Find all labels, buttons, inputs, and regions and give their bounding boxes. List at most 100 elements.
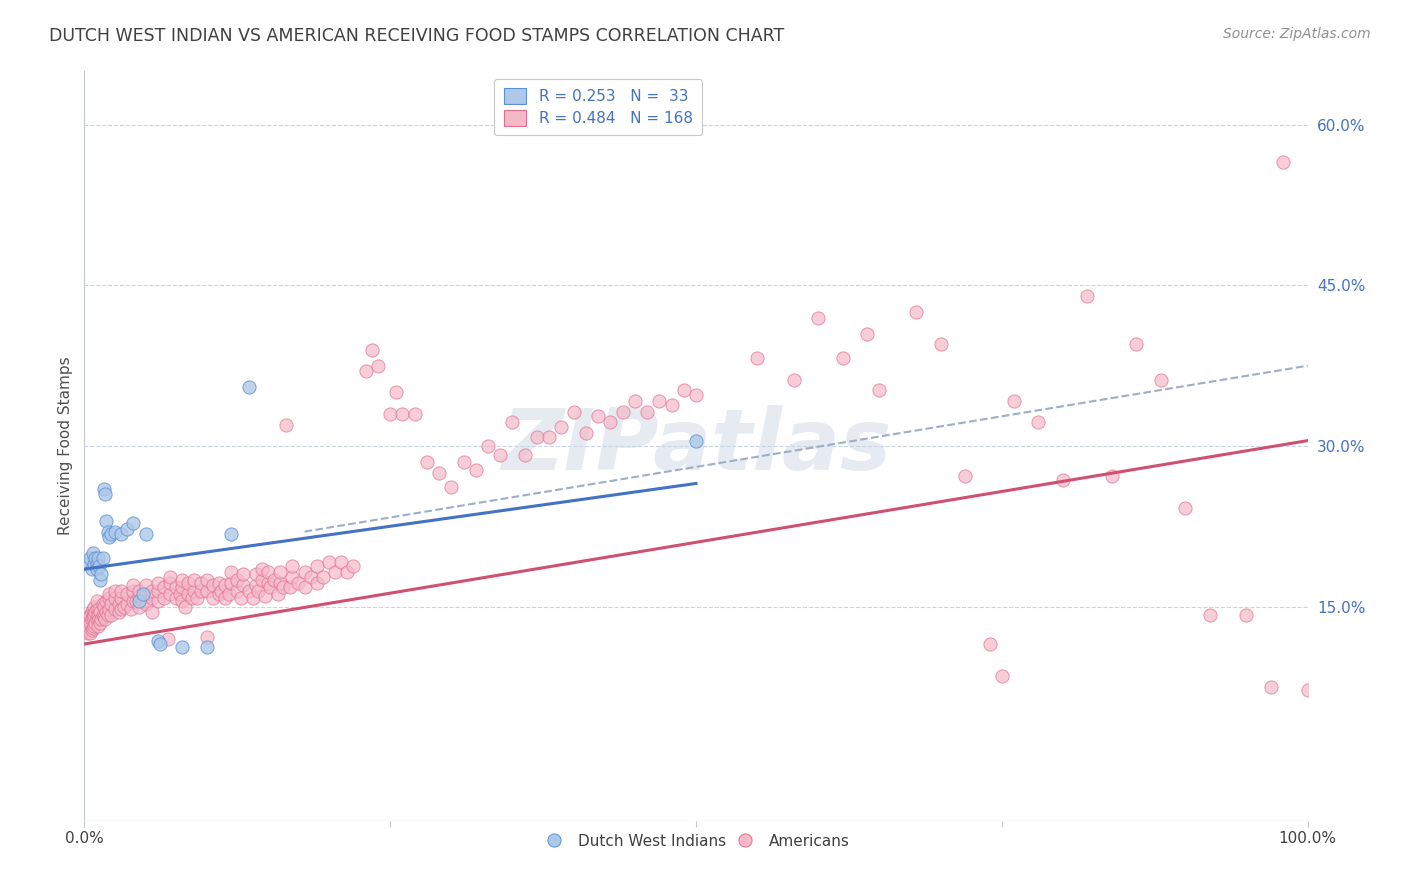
Point — [247, 583, 270, 598]
Point — [75, 621, 97, 635]
Point — [929, 337, 952, 351]
Point — [209, 583, 232, 598]
Point — [245, 578, 267, 592]
Point — [122, 583, 145, 598]
Point — [336, 566, 359, 580]
Point — [281, 569, 304, 583]
Point — [87, 608, 110, 623]
Point — [153, 580, 176, 594]
Point — [80, 623, 103, 637]
Point — [195, 583, 218, 598]
Point — [94, 612, 117, 626]
Point — [269, 576, 291, 591]
Point — [1125, 337, 1147, 351]
Point — [599, 416, 621, 430]
Point — [1174, 501, 1197, 516]
Point — [79, 551, 101, 566]
Point — [177, 576, 200, 591]
Point — [159, 576, 181, 591]
Point — [783, 373, 806, 387]
Point — [979, 637, 1001, 651]
Text: ZIPatlas: ZIPatlas — [501, 404, 891, 488]
Point — [122, 578, 145, 592]
Point — [83, 557, 105, 571]
Point — [93, 482, 115, 496]
Point — [122, 516, 145, 530]
Point — [305, 576, 328, 591]
Point — [190, 583, 212, 598]
Point — [132, 587, 155, 601]
Point — [305, 558, 328, 573]
Point — [173, 599, 195, 614]
Point — [1260, 680, 1282, 694]
Point — [271, 580, 294, 594]
Point — [391, 407, 413, 421]
Point — [141, 591, 163, 605]
Point — [513, 448, 536, 462]
Point — [232, 578, 254, 592]
Point — [380, 407, 402, 421]
Point — [360, 343, 382, 357]
Point — [90, 567, 112, 582]
Point — [128, 589, 150, 603]
Point — [86, 557, 108, 571]
Point — [238, 380, 260, 394]
Point — [1028, 416, 1050, 430]
Point — [87, 558, 110, 573]
Point — [281, 558, 304, 573]
Point — [83, 619, 105, 633]
Point — [575, 426, 598, 441]
Point — [100, 526, 122, 541]
Point — [218, 587, 240, 601]
Point — [219, 566, 242, 580]
Point — [831, 351, 853, 366]
Y-axis label: Receiving Food Stamps: Receiving Food Stamps — [58, 357, 73, 535]
Point — [141, 605, 163, 619]
Point — [238, 583, 260, 598]
Point — [115, 598, 138, 612]
Point — [502, 416, 524, 430]
Point — [1150, 373, 1173, 387]
Point — [1076, 289, 1098, 303]
Point — [125, 594, 148, 608]
Text: DUTCH WEST INDIAN VS AMERICAN RECEIVING FOOD STAMPS CORRELATION CHART: DUTCH WEST INDIAN VS AMERICAN RECEIVING … — [49, 27, 785, 45]
Point — [79, 615, 101, 630]
Point — [172, 640, 194, 655]
Point — [82, 546, 104, 560]
Point — [254, 589, 277, 603]
Point — [96, 605, 118, 619]
Point — [77, 610, 100, 624]
Point — [183, 583, 205, 598]
Point — [128, 583, 150, 598]
Point — [440, 480, 463, 494]
Point — [79, 608, 101, 623]
Point — [263, 573, 285, 587]
Point — [149, 637, 172, 651]
Point — [128, 594, 150, 608]
Point — [97, 524, 120, 539]
Point — [294, 580, 316, 594]
Point — [83, 608, 105, 623]
Point — [245, 567, 267, 582]
Point — [991, 669, 1014, 683]
Point — [97, 608, 120, 623]
Point — [90, 612, 112, 626]
Point — [110, 526, 132, 541]
Point — [128, 599, 150, 614]
Point — [195, 573, 218, 587]
Point — [104, 601, 127, 615]
Point — [190, 576, 212, 591]
Point — [79, 626, 101, 640]
Point — [86, 601, 108, 615]
Point — [453, 455, 475, 469]
Point — [135, 578, 157, 592]
Point — [416, 455, 439, 469]
Point — [1236, 608, 1258, 623]
Point — [226, 573, 249, 587]
Point — [219, 526, 242, 541]
Point — [77, 626, 100, 640]
Point — [89, 615, 111, 630]
Point — [477, 439, 499, 453]
Point — [87, 551, 110, 566]
Point — [82, 621, 104, 635]
